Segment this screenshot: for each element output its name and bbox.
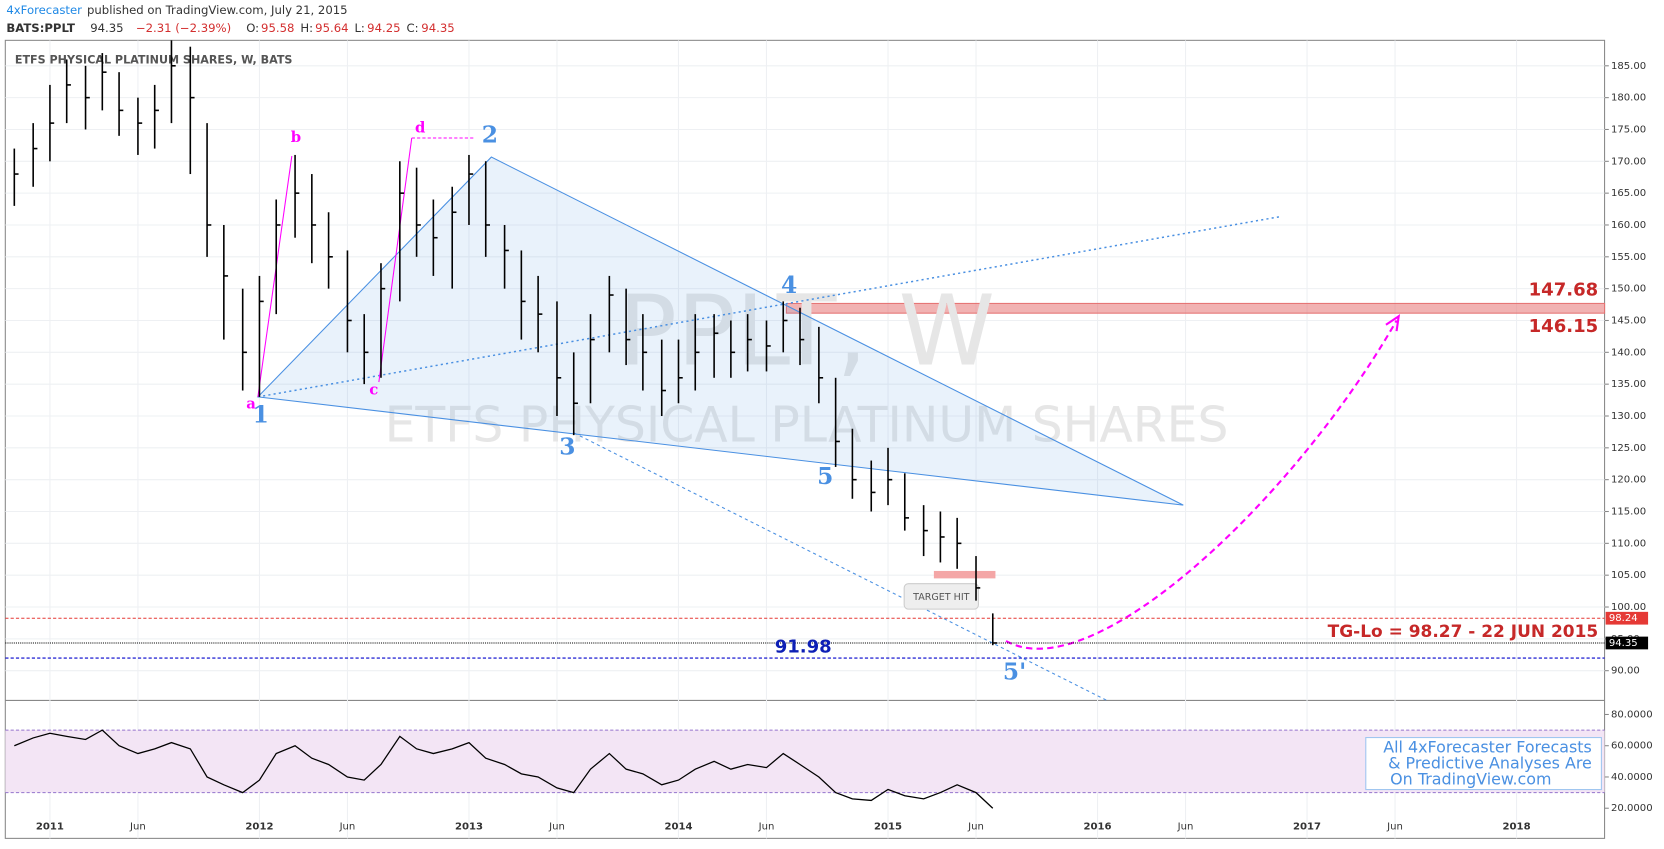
target-label: TG-Lo = 98.27 - 22 JUN 2015 <box>1328 622 1599 642</box>
x-tick-label: 2018 <box>1503 822 1531 833</box>
y-tick-label: 160.00 <box>1611 220 1646 231</box>
l-label: L: <box>354 21 364 35</box>
open: 95.58 <box>261 21 294 35</box>
zone-label: 146.15 <box>1529 316 1599 337</box>
watermark: ETFS PHYSICAL PLATINUM SHARES <box>385 397 1229 454</box>
wave-label: 2 <box>482 120 498 148</box>
y-tick-label: 100.00 <box>1611 602 1646 613</box>
published: published on TradingView.com, July 21, 2… <box>87 3 348 17</box>
wave-label: b <box>291 128 301 146</box>
watermark: PPLT, W <box>618 274 995 388</box>
y-tick-label: 150.00 <box>1611 284 1646 295</box>
arrow-head <box>1385 314 1401 332</box>
rsi-tick-label: 20.0000 <box>1611 803 1653 814</box>
info-line: & Predictive Analyses Are <box>1388 754 1592 773</box>
wave-label: c <box>369 381 378 399</box>
last: 94.35 <box>90 21 123 35</box>
info-line: On TradingView.com <box>1390 770 1551 789</box>
x-tick-label: 2012 <box>245 822 273 833</box>
callout <box>903 583 979 610</box>
y-tick-label: 140.00 <box>1611 347 1646 358</box>
y-tick-label: 175.00 <box>1611 124 1646 135</box>
frame <box>4 39 1606 839</box>
chart-title: ETFS PHYSICAL PLATINUM SHARES, W, BATS <box>15 54 293 67</box>
trend-line <box>573 432 1108 701</box>
rsi-line <box>14 729 994 809</box>
y-tick-label: 170.00 <box>1611 156 1646 167</box>
rsi-band <box>5 730 1605 793</box>
price-tag-label: 94.35 <box>1609 638 1638 649</box>
trend-line <box>257 215 1282 398</box>
target-box <box>933 570 996 579</box>
c-label: C: <box>406 21 418 35</box>
low: 94.25 <box>367 21 400 35</box>
resistance-zone <box>785 302 1606 314</box>
drawings: TARGET HIT <box>256 137 1401 701</box>
x-tick-label: Jun <box>758 822 775 833</box>
forecast-path <box>1005 319 1398 650</box>
y-tick-label: 130.00 <box>1611 411 1646 422</box>
y-tick-label: 180.00 <box>1611 93 1646 104</box>
zone-label: 147.68 <box>1529 280 1599 301</box>
grid <box>5 40 1606 839</box>
wave-label: 5' <box>1003 657 1026 685</box>
header: 4xForecaster published on TradingView.co… <box>6 3 454 35</box>
publisher[interactable]: 4xForecaster <box>6 3 82 17</box>
x-tick-label: Jun <box>339 822 356 833</box>
close: 94.35 <box>421 21 454 35</box>
wave-label: 1 <box>253 401 269 429</box>
wave-label: 4 <box>781 271 797 299</box>
x-tick-label: Jun <box>129 822 146 833</box>
x-tick-label: 2011 <box>36 822 64 833</box>
y-tick-label: 105.00 <box>1611 570 1646 581</box>
y-tick-label: 120.00 <box>1611 475 1646 486</box>
price-tag <box>1605 636 1649 650</box>
rsi-tick-label: 40.0000 <box>1611 772 1653 783</box>
wave-label: 5 <box>817 462 833 490</box>
y-tick-label: 165.00 <box>1611 188 1646 199</box>
wave-labels: a b c d 1 2 3 4 5 5' <box>246 118 1026 685</box>
y-tick-label: 185.00 <box>1611 61 1646 72</box>
info-frame <box>1365 737 1602 791</box>
x-tick-label: Jun <box>1386 822 1403 833</box>
wave-line <box>378 137 413 383</box>
x-tick-label: 2013 <box>455 822 483 833</box>
rsi-tick-label: 60.0000 <box>1611 741 1653 752</box>
x-tick-label: 2017 <box>1293 822 1321 833</box>
x-tick-label: 2015 <box>874 822 902 833</box>
support-label: 91.98 <box>775 636 832 657</box>
y-tick-label: 135.00 <box>1611 379 1646 390</box>
wave-label: 3 <box>559 432 575 460</box>
wave-label: a <box>246 394 256 412</box>
high: 95.64 <box>315 21 348 35</box>
h-label: H: <box>300 21 313 35</box>
y-tick-label: 145.00 <box>1611 315 1646 326</box>
symbol: BATS:PPLT <box>6 21 75 35</box>
x-tick-label: Jun <box>1177 822 1194 833</box>
triangle <box>256 156 1184 506</box>
x-tick-label: Jun <box>548 822 565 833</box>
y-tick-label: 155.00 <box>1611 252 1646 263</box>
change: −2.31 (−2.39%) <box>136 21 231 35</box>
y-tick-label: 110.00 <box>1611 538 1646 549</box>
y-tick-label: 90.00 <box>1611 666 1640 677</box>
y-tick-label: 115.00 <box>1611 507 1646 518</box>
y-tick-label: 125.00 <box>1611 443 1646 454</box>
x-tick-label: 2014 <box>664 822 692 833</box>
x-tick-label: 2016 <box>1084 822 1112 833</box>
callout-text: TARGET HIT <box>912 592 970 603</box>
price-tag <box>1605 611 1649 625</box>
rsi-tick-label: 80.0000 <box>1611 709 1653 720</box>
price-tag-label: 98.24 <box>1609 613 1638 624</box>
wave-line <box>257 155 293 397</box>
x-tick-label: Jun <box>967 822 984 833</box>
o-label: O: <box>246 21 259 35</box>
info-box: All 4xForecaster Forecasts & Predictive … <box>1365 737 1602 791</box>
wave-label: d <box>415 118 426 136</box>
info-line: All 4xForecaster Forecasts <box>1383 738 1592 757</box>
